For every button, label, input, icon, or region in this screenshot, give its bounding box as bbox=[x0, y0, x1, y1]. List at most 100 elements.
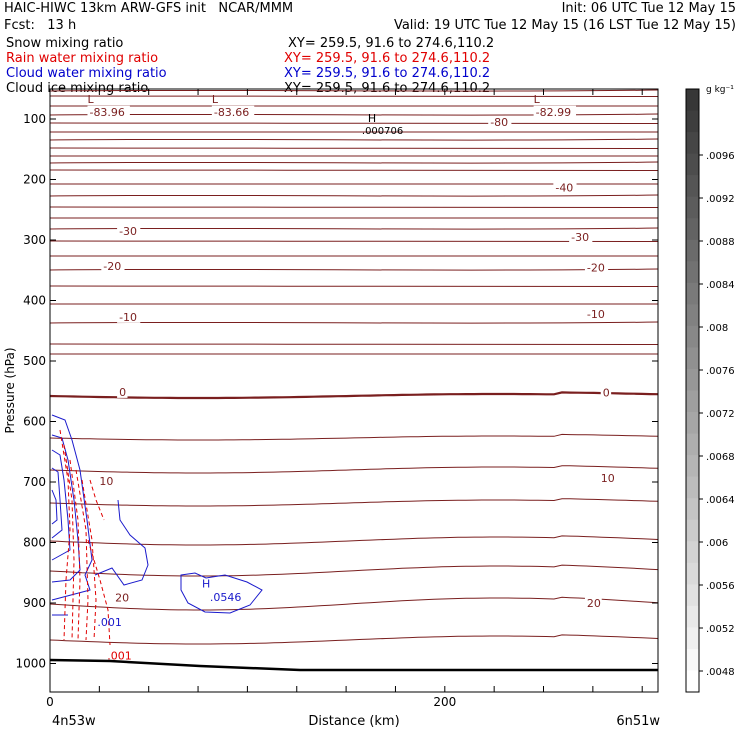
cloud-water-contour bbox=[51, 467, 63, 539]
y-tick-label: 500 bbox=[23, 354, 46, 368]
label-bg bbox=[117, 310, 141, 323]
isotherm-label: -80 bbox=[490, 116, 508, 129]
label-bg bbox=[97, 474, 115, 487]
isotherm-label: -40 bbox=[555, 181, 573, 194]
colorbar-swatch bbox=[686, 196, 699, 219]
isotherm-line bbox=[49, 596, 659, 611]
label-bg bbox=[117, 385, 128, 398]
rain-water-contour bbox=[75, 469, 89, 641]
rain-water-contour bbox=[59, 429, 71, 641]
isotherm-label: -30 bbox=[119, 225, 137, 238]
isotherm-label: -83.96 bbox=[89, 106, 124, 119]
isotherm-line bbox=[49, 634, 659, 645]
colorbar-swatch bbox=[686, 476, 699, 499]
isotherm-line bbox=[49, 343, 659, 345]
colorbar-label: .0048 bbox=[706, 667, 735, 678]
isotherm-line bbox=[49, 169, 659, 171]
colorbar-swatch bbox=[686, 412, 699, 435]
cloud-water-contour bbox=[51, 434, 81, 583]
label-bg bbox=[584, 307, 609, 320]
colorbar-swatch bbox=[686, 175, 699, 198]
isotherm-label: -82.99 bbox=[536, 106, 571, 119]
cloud-water-contour bbox=[51, 414, 93, 601]
isotherm-line bbox=[49, 227, 659, 230]
isotherm-line bbox=[49, 113, 659, 116]
colorbar: g kg⁻¹ .0096 .0092 .0088 .0084 .008 .0076 .0072… bbox=[685, 85, 735, 693]
colorbar-frame bbox=[685, 88, 700, 693]
y-tick-label: 600 bbox=[23, 415, 46, 429]
label-bg bbox=[211, 105, 255, 118]
rain-water-contour bbox=[87, 539, 111, 646]
isotherm-line bbox=[49, 95, 659, 97]
colorbar-label: .006 bbox=[706, 538, 728, 549]
low-marker: L bbox=[87, 93, 94, 106]
isotherm-line bbox=[49, 564, 659, 577]
rain-water-contour bbox=[69, 459, 81, 641]
isotherm-line bbox=[49, 321, 659, 324]
cloud-water-contour bbox=[51, 489, 58, 525]
y-axis-title: Pressure (hPa) bbox=[3, 347, 17, 433]
isotherm-label: 0 bbox=[119, 386, 126, 399]
cloud-water-contour bbox=[94, 499, 149, 586]
isotherm-label: 10 bbox=[601, 472, 615, 485]
label-bg bbox=[117, 224, 141, 237]
rain-water-label: .001 bbox=[107, 650, 132, 663]
colorbar-label: .0096 bbox=[706, 151, 735, 162]
colorbar-swatch bbox=[686, 347, 699, 370]
colorbar-swatch bbox=[686, 584, 699, 607]
isotherm-label: 0 bbox=[603, 386, 610, 399]
low-marker: L bbox=[534, 93, 541, 106]
isotherm-line bbox=[49, 433, 659, 441]
x-axis-title: Distance (km) bbox=[308, 714, 399, 729]
colorbar-swatch bbox=[686, 670, 699, 693]
low-marker: L bbox=[212, 93, 219, 106]
contour-labels: L-83.96L-83.66L-82.99-80-40-30 -30-20 -20-… bbox=[87, 93, 616, 663]
colorbar-swatch bbox=[686, 132, 699, 155]
x-start-label: 4n53w bbox=[52, 714, 96, 729]
temperature-contours bbox=[49, 89, 659, 672]
colorbar-swatch bbox=[686, 627, 699, 650]
rain-water-contour bbox=[81, 479, 97, 641]
high-marker: H bbox=[368, 112, 376, 125]
label-bg bbox=[113, 591, 130, 604]
cloud-water-contour bbox=[51, 449, 71, 561]
colorbar-label: .0072 bbox=[706, 409, 735, 420]
colorbar-swatch bbox=[686, 239, 699, 262]
field-xy-cloud-water: XY= 259.5, 91.6 to 274.6,110.2 bbox=[284, 66, 491, 81]
surface-line bbox=[49, 658, 658, 672]
colorbar-label: .0052 bbox=[706, 624, 735, 635]
header-title: HAIC-HIWC 13km ARW-GFS init NCAR/MMM bbox=[4, 1, 294, 16]
label-bg bbox=[569, 231, 593, 243]
label-bg bbox=[553, 181, 577, 194]
isotherm-label: -83.66 bbox=[214, 106, 249, 119]
colorbar-swatch bbox=[686, 455, 699, 478]
colorbar-label: .0056 bbox=[706, 581, 735, 592]
colorbar-swatch bbox=[686, 648, 699, 671]
isotherm-label: -30 bbox=[571, 231, 589, 244]
isotherm-line bbox=[49, 194, 659, 197]
isotherm-label: 20 bbox=[115, 592, 129, 605]
y-tick-label: 200 bbox=[23, 173, 46, 187]
colorbar-swatch bbox=[686, 282, 699, 305]
label-bg bbox=[488, 116, 512, 129]
field-name-rain: Rain water mixing ratio bbox=[6, 51, 159, 66]
x-end-label: 6n51w bbox=[616, 714, 660, 729]
cloud-water-label: .001 bbox=[97, 616, 122, 629]
colorbar-label: .0088 bbox=[706, 237, 735, 248]
field-xy-rain: XY= 259.5, 91.6 to 274.6,110.2 bbox=[284, 51, 491, 66]
colorbar-label: .0064 bbox=[706, 495, 735, 506]
label-bg bbox=[584, 597, 602, 610]
label-bg bbox=[533, 105, 577, 118]
colorbar-label: .0076 bbox=[706, 366, 735, 377]
y-tick-label: 800 bbox=[23, 536, 46, 550]
y-tick-label: 700 bbox=[23, 475, 46, 489]
colorbar-swatch bbox=[686, 304, 699, 327]
init-time: Init: 06 UTC Tue 12 May 15 bbox=[561, 1, 736, 16]
isotherm-label: -20 bbox=[103, 260, 121, 273]
isotherm-line bbox=[49, 147, 659, 149]
isotherm-line bbox=[49, 206, 659, 208]
isotherm-line bbox=[49, 161, 659, 164]
y-tick-label: 100 bbox=[23, 112, 46, 126]
